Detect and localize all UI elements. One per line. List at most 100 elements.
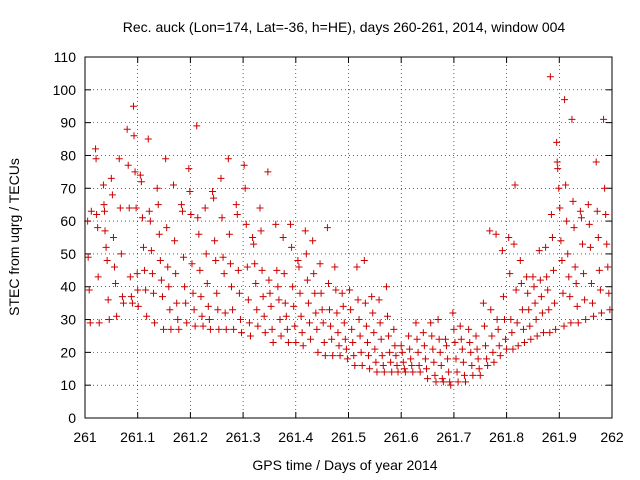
data-point (363, 339, 371, 347)
data-point (465, 325, 473, 333)
data-point (503, 345, 511, 353)
data-point (446, 378, 454, 386)
data-point (469, 371, 477, 379)
data-point (605, 289, 613, 297)
data-point (267, 302, 275, 310)
data-point (472, 332, 480, 340)
data-point (551, 299, 559, 307)
data-point (467, 348, 475, 356)
data-point (496, 352, 504, 360)
data-point (108, 191, 116, 199)
data-point (372, 358, 380, 366)
data-point (193, 122, 201, 130)
data-point (288, 243, 296, 251)
data-point (419, 329, 427, 337)
data-point (468, 361, 476, 369)
data-point (101, 227, 109, 235)
data-point (243, 263, 251, 271)
data-point (174, 316, 182, 324)
data-point (116, 204, 124, 212)
data-point (281, 299, 289, 307)
data-point (93, 211, 101, 219)
data-point (291, 322, 299, 330)
x-tick-label: 261.5 (331, 429, 366, 445)
data-point (347, 306, 355, 314)
data-point (254, 322, 262, 330)
data-point (178, 207, 186, 215)
data-point (92, 155, 100, 163)
data-point (343, 355, 351, 363)
data-point (303, 276, 311, 284)
y-tick-label: 80 (60, 147, 76, 163)
data-point (317, 289, 325, 297)
data-point (187, 211, 195, 219)
data-point (199, 322, 207, 330)
data-point (320, 339, 328, 347)
y-tick-label: 110 (54, 49, 77, 65)
data-point (252, 279, 260, 287)
data-point (480, 322, 488, 330)
plot-frame (84, 56, 613, 419)
data-point (569, 197, 577, 205)
data-point (427, 319, 435, 327)
data-point (324, 279, 332, 287)
data-point (222, 325, 230, 333)
data-point (209, 188, 217, 196)
data-point (387, 358, 395, 366)
data-point (378, 352, 386, 360)
data-point (443, 342, 451, 350)
data-point (260, 312, 268, 320)
data-point (506, 270, 514, 278)
data-point (542, 243, 550, 251)
data-point (509, 345, 517, 353)
data-point (355, 316, 363, 324)
data-point (457, 335, 465, 343)
data-point (265, 276, 273, 284)
data-point (521, 339, 529, 347)
data-point (173, 299, 181, 307)
data-point (236, 316, 244, 324)
data-point (400, 365, 408, 373)
data-point (584, 201, 592, 209)
data-point (479, 299, 487, 307)
data-point (510, 240, 518, 248)
data-point (545, 306, 553, 314)
data-point (126, 273, 134, 281)
data-point (335, 342, 343, 350)
data-point (348, 325, 356, 333)
data-point (99, 181, 107, 189)
data-point (306, 319, 314, 327)
data-point (102, 243, 110, 251)
data-point (487, 306, 495, 314)
data-point (100, 201, 108, 209)
x-tick-label: 261.6 (384, 429, 419, 445)
data-point (221, 309, 229, 317)
data-point (473, 345, 481, 353)
data-point (158, 293, 166, 301)
data-point (586, 243, 594, 251)
data-point (338, 289, 346, 297)
data-point (219, 253, 227, 261)
data-point (228, 283, 236, 291)
data-point (312, 309, 320, 317)
data-point (113, 312, 121, 320)
data-point (153, 184, 161, 192)
data-point (370, 329, 378, 337)
data-point (249, 234, 257, 241)
data-point (226, 260, 234, 268)
data-point (566, 293, 574, 301)
data-point (198, 312, 206, 320)
data-point (539, 329, 547, 337)
data-point (206, 325, 214, 333)
data-point (412, 319, 420, 327)
data-point (295, 263, 303, 271)
data-point (194, 214, 202, 222)
data-point (129, 102, 137, 110)
data-point (444, 355, 452, 363)
data-point (319, 319, 327, 327)
data-point (125, 204, 133, 212)
data-point (580, 270, 588, 278)
data-point (361, 299, 369, 307)
x-tick-label: 261.1 (120, 429, 155, 445)
data-point (536, 276, 544, 284)
